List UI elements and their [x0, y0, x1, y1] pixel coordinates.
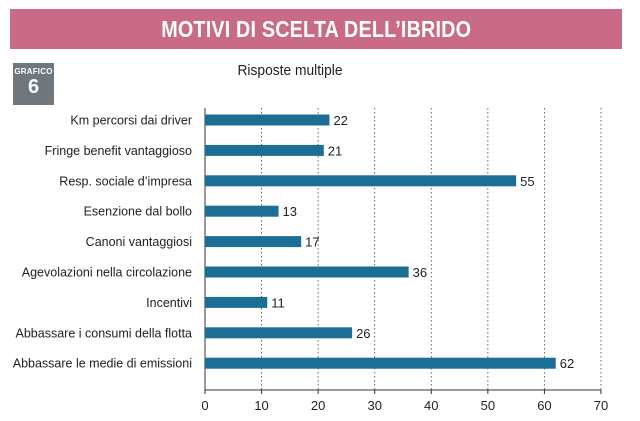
data-label: 22: [333, 113, 347, 128]
bar: [205, 175, 517, 187]
chart-title: MOTIVI DI SCELTA DELL’IBRIDO: [161, 15, 471, 42]
bar: [205, 266, 409, 278]
data-label: 17: [305, 235, 319, 250]
bar: [205, 296, 268, 308]
category-label: Abbassare le medie di emissioni: [13, 357, 192, 371]
badge-number: 6: [27, 76, 40, 98]
x-tick-label: 20: [311, 398, 325, 413]
data-label: 11: [271, 295, 285, 310]
bar: [205, 236, 302, 248]
data-label: 62: [560, 356, 574, 371]
x-tick-label: 40: [424, 398, 438, 413]
x-tick-label: 50: [481, 398, 495, 413]
x-tick-label: 60: [537, 398, 551, 413]
data-label: 26: [356, 326, 370, 341]
category-label: Canoni vantaggiosi: [86, 235, 192, 249]
data-label: 36: [413, 265, 427, 280]
bar: [205, 357, 556, 369]
bar: [205, 144, 324, 156]
chart-subtitle: Risposte multiple: [237, 62, 343, 79]
category-label: Abbassare i consumi della flotta: [16, 326, 193, 340]
data-label: 13: [283, 204, 297, 219]
badge-label: GRAFICO: [14, 67, 53, 76]
category-label: Fringe benefit vantaggioso: [45, 144, 192, 158]
category-label: Agevolazioni nella circolazione: [22, 266, 192, 280]
x-tick-label: 10: [254, 398, 268, 413]
data-label: 21: [328, 143, 342, 158]
bar: [205, 327, 353, 339]
bar: [205, 114, 330, 126]
figure-badge: GRAFICO 6: [13, 63, 54, 105]
category-label: Km percorsi dai driver: [70, 114, 192, 128]
x-tick-label: 70: [594, 398, 608, 413]
category-label: Esenzione dal bollo: [84, 205, 192, 219]
category-label: Incentivi: [146, 296, 192, 310]
title-banner: MOTIVI DI SCELTA DELL’IBRIDO: [10, 9, 622, 49]
x-tick-label: 0: [201, 398, 208, 413]
x-tick-label: 30: [367, 398, 381, 413]
data-label: 55: [520, 174, 534, 189]
category-label: Resp. sociale d’impresa: [59, 174, 192, 188]
bar: [205, 205, 279, 217]
